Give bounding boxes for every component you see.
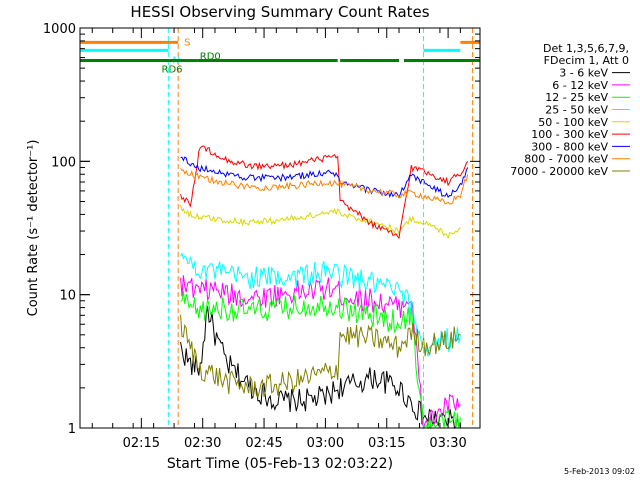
legend-entry-label-7: 800 - 7000 keV bbox=[524, 153, 608, 166]
legend-entry-label-0: 3 - 6 keV bbox=[559, 67, 608, 80]
y-tick-label-1: 10 bbox=[59, 289, 76, 304]
flag-label-3: RD0 bbox=[200, 52, 221, 63]
flag-label-2: RD6 bbox=[162, 65, 183, 76]
flag-label-0: S bbox=[184, 37, 190, 48]
series-line-7 bbox=[180, 168, 469, 205]
series-line-5 bbox=[180, 145, 469, 240]
y-tick-label-2: 100 bbox=[51, 155, 76, 170]
x-tick-label-3: 03:00 bbox=[307, 436, 344, 451]
legend-header-1: FDecim 1, Att 0 bbox=[544, 54, 629, 67]
series-line-8 bbox=[180, 314, 461, 399]
series-line-1 bbox=[180, 275, 461, 429]
series-layer bbox=[180, 145, 469, 430]
legend-entry-label-3: 25 - 50 keV bbox=[545, 104, 608, 117]
legend-header-0: Det 1,3,5,6,7,9, bbox=[543, 42, 629, 55]
y-axis-label: Count Rate (s⁻¹ detector⁻¹) bbox=[26, 140, 41, 317]
series-line-6 bbox=[180, 156, 469, 199]
x-tick-label-5: 03:30 bbox=[429, 436, 466, 451]
legend-entry-label-2: 12 - 25 keV bbox=[545, 91, 608, 104]
flags-layer: SNRD6RD0 bbox=[80, 28, 480, 428]
series-line-4 bbox=[180, 204, 461, 240]
x-tick-label-0: 02:15 bbox=[123, 436, 160, 451]
series-line-3 bbox=[180, 252, 461, 357]
y-tick-label-3: 1000 bbox=[43, 22, 76, 37]
plot-frame bbox=[79, 27, 481, 429]
y-tick-label-0: 1 bbox=[68, 422, 76, 437]
x-tick-label-2: 02:45 bbox=[245, 436, 282, 451]
legend-entry-label-8: 7000 - 20000 keV bbox=[510, 165, 608, 178]
legend-entry-label-1: 6 - 12 keV bbox=[552, 79, 608, 92]
series-line-0 bbox=[180, 306, 461, 430]
axes-layer: 1 10 100 1000 02:15 02:30 02:45 03:00 03:15 03:30 bbox=[43, 22, 481, 451]
x-tick-label-1: 02:30 bbox=[184, 436, 221, 451]
x-axis-label: Start Time (05-Feb-13 02:03:22) bbox=[167, 456, 393, 472]
legend-entry-label-4: 50 - 100 keV bbox=[538, 116, 608, 129]
chart-title: HESSI Observing Summary Count Rates bbox=[130, 3, 429, 21]
x-tick-label-4: 03:15 bbox=[368, 436, 405, 451]
legend-entry-label-5: 100 - 300 keV bbox=[531, 128, 608, 141]
legend-entry-label-6: 300 - 800 keV bbox=[531, 140, 608, 153]
date-stamp: 5-Feb-2013 09:02 bbox=[564, 467, 635, 476]
legend-layer: Det 1,3,5,6,7,9,FDecim 1, Att 03 - 6 keV… bbox=[510, 42, 630, 178]
